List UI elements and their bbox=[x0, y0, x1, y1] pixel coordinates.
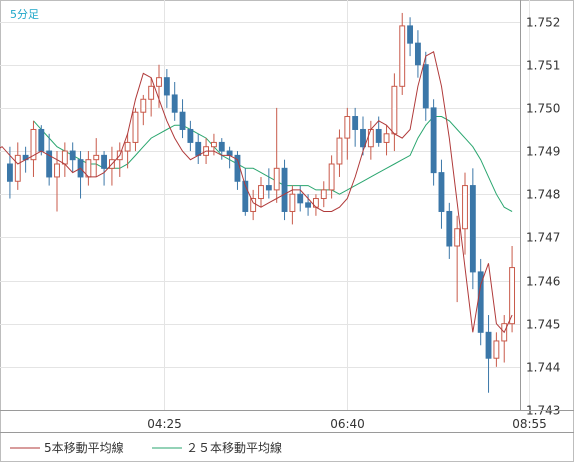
candle-body bbox=[344, 116, 351, 139]
candle-body bbox=[305, 202, 312, 208]
candle-body bbox=[297, 193, 304, 204]
candle-body bbox=[195, 141, 202, 156]
period-label: 5分足 bbox=[10, 8, 39, 21]
candle-body bbox=[430, 107, 437, 174]
candle-body bbox=[289, 193, 296, 212]
candle-body bbox=[69, 150, 76, 161]
y-tick-label: 1.752 bbox=[526, 16, 560, 30]
candle-body bbox=[6, 163, 13, 182]
ma5-layer bbox=[0, 51, 513, 334]
candle-body bbox=[383, 133, 390, 143]
candle-body bbox=[360, 128, 366, 148]
candle-body bbox=[30, 128, 37, 161]
candle-body bbox=[101, 154, 108, 169]
candle-body bbox=[273, 167, 280, 191]
y-tick-label: 1.751 bbox=[526, 59, 560, 73]
ma5-line bbox=[0, 51, 513, 334]
candle-body bbox=[163, 77, 170, 96]
legend: 5本移動平均線 ２５本移動平均線 bbox=[10, 440, 282, 455]
candle-body bbox=[148, 85, 155, 100]
candle-body bbox=[509, 267, 516, 325]
candle-body bbox=[469, 185, 476, 273]
y-tick-label: 1.746 bbox=[526, 275, 560, 289]
candle-body bbox=[210, 141, 217, 148]
candle-body bbox=[156, 77, 162, 87]
x-tick-label: 08:55 bbox=[512, 417, 547, 431]
candle-body bbox=[438, 172, 445, 212]
candle-body bbox=[38, 128, 45, 152]
candle-body bbox=[454, 228, 461, 247]
candle-body bbox=[391, 85, 398, 135]
y-tick-label: 1.748 bbox=[526, 188, 560, 202]
axis-layer: 1.752 1.751 1.750 1.749 1.748 1.747 1.746 1.745… bbox=[0, 0, 574, 433]
candle-body bbox=[422, 64, 429, 109]
candle-body bbox=[265, 185, 272, 191]
y-tick-label: 1.744 bbox=[526, 361, 560, 375]
candle-body bbox=[375, 128, 382, 143]
x-tick-label: 04:25 bbox=[147, 417, 182, 431]
y-tick-label: 1.745 bbox=[526, 318, 560, 332]
y-tick-label: 1.747 bbox=[526, 231, 560, 245]
candle-body bbox=[328, 163, 335, 191]
candle-body bbox=[124, 141, 131, 152]
candle-layer bbox=[6, 12, 516, 393]
candle-body bbox=[407, 25, 414, 44]
candle-body bbox=[446, 210, 453, 247]
candle-body bbox=[250, 198, 257, 212]
candle-body bbox=[352, 116, 359, 130]
candle-body bbox=[61, 150, 68, 165]
candle-body bbox=[281, 167, 288, 212]
candle-body bbox=[485, 331, 492, 359]
candle-body bbox=[132, 111, 139, 143]
candle-body bbox=[14, 154, 21, 182]
y-tick-label: 1.750 bbox=[526, 102, 560, 116]
candle-body bbox=[187, 128, 194, 143]
candle-body bbox=[493, 340, 500, 359]
legend-label-ma5: 5本移動平均線 bbox=[44, 440, 124, 455]
candle-body bbox=[226, 150, 233, 156]
candle-body bbox=[242, 180, 249, 212]
candle-body bbox=[367, 128, 374, 148]
legend-label-ma25: ２５本移動平均線 bbox=[186, 440, 282, 455]
candle-body bbox=[54, 163, 60, 178]
candle-body bbox=[46, 150, 53, 178]
candle-body bbox=[179, 111, 186, 130]
candle-body bbox=[320, 189, 327, 200]
x-tick-label: 06:40 bbox=[330, 417, 365, 431]
candle-body bbox=[336, 137, 343, 165]
candle-body bbox=[462, 185, 468, 230]
candle-body bbox=[140, 98, 147, 113]
candle-body bbox=[399, 25, 406, 87]
candle-body bbox=[414, 42, 421, 66]
candle-body bbox=[258, 185, 264, 200]
candle-body bbox=[93, 154, 100, 161]
candle-body bbox=[171, 94, 178, 113]
candle-body bbox=[218, 141, 225, 152]
y-tick-label: 1.749 bbox=[526, 145, 560, 159]
